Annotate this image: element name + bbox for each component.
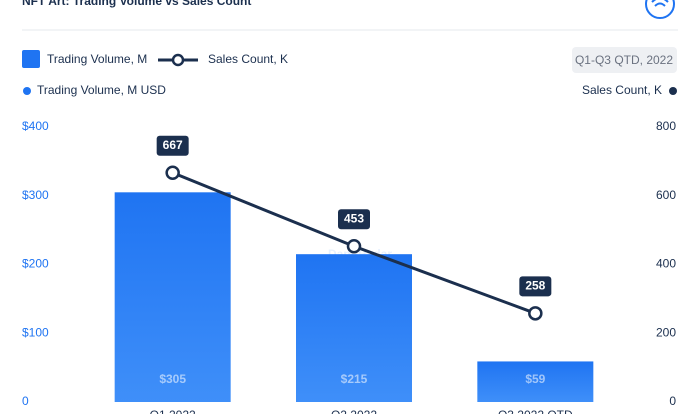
bar	[296, 254, 412, 402]
x-tick-label: Q2 2022	[331, 408, 377, 414]
bar-value-label: $59	[525, 372, 545, 386]
period-label: Q1-Q3 QTD, 2022	[575, 53, 673, 67]
logo	[645, 0, 675, 19]
bar	[477, 361, 594, 402]
x-tick-label: Q3 2022 QTD	[498, 408, 573, 414]
y-tick-label: $400	[22, 119, 49, 133]
data-label-box	[519, 276, 552, 297]
y-tick-label: $300	[22, 188, 49, 202]
y-tick-label: $200	[22, 257, 49, 271]
bar-value-label: $305	[159, 372, 186, 386]
data-label-box	[156, 135, 189, 156]
chart-title: NFT Art: Trading Volume vs Sales Count	[22, 0, 251, 8]
data-label: 667	[163, 138, 183, 152]
y2-tick-label: 0	[669, 394, 676, 408]
legend-label: Sales Count, K	[208, 52, 288, 66]
y-axis-label: Trading Volume, M USD	[37, 83, 166, 97]
y2-tick-label: 400	[656, 257, 676, 271]
y2-tick-label: 600	[656, 188, 676, 202]
legend-label: Trading Volume, M	[47, 52, 147, 66]
line-point	[346, 239, 362, 254]
y2-tick-label: 200	[656, 325, 676, 339]
data-label: 258	[525, 278, 545, 292]
data-label-box	[338, 209, 370, 230]
x-tick-label: Q1 2022	[150, 408, 196, 414]
y-tick-label: 0	[22, 394, 29, 408]
legend-swatch	[171, 53, 185, 67]
period-badge	[572, 47, 677, 73]
y2-tick-label: 800	[656, 119, 676, 133]
line-point	[528, 306, 543, 321]
bar	[114, 192, 231, 402]
bar-value-label: $215	[341, 372, 368, 386]
legend-swatch	[22, 50, 40, 68]
line-point	[165, 165, 180, 180]
axis-dot	[23, 87, 31, 95]
y2-axis-label: Sales Count, K	[582, 83, 662, 97]
y-tick-label: $100	[22, 325, 49, 339]
axis-dot	[669, 87, 677, 95]
data-label: 453	[344, 211, 364, 225]
